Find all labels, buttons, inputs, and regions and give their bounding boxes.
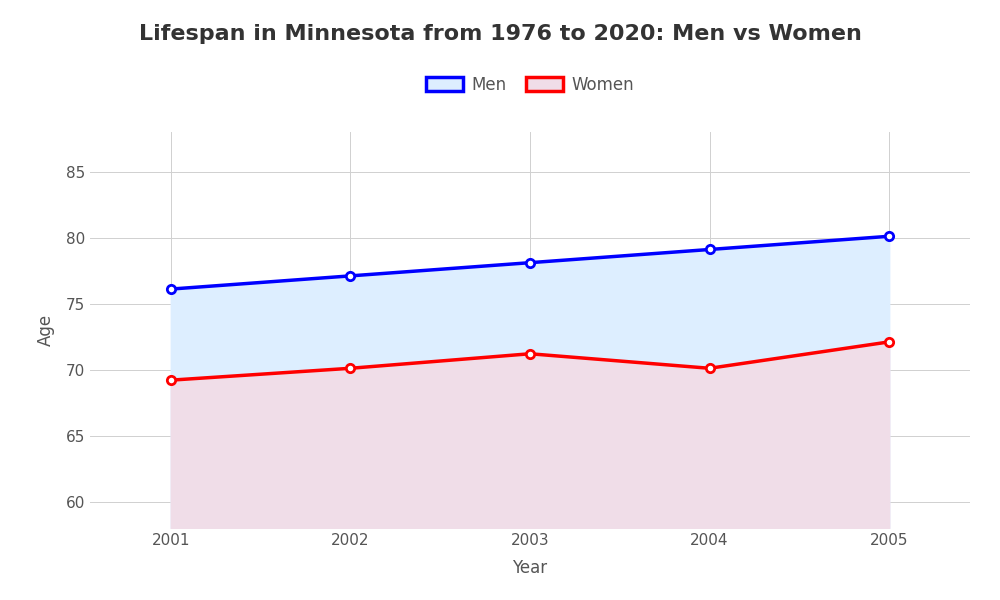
Text: Lifespan in Minnesota from 1976 to 2020: Men vs Women: Lifespan in Minnesota from 1976 to 2020:… [139,24,861,44]
X-axis label: Year: Year [512,559,548,577]
Legend: Men, Women: Men, Women [419,69,641,100]
Y-axis label: Age: Age [37,314,55,346]
